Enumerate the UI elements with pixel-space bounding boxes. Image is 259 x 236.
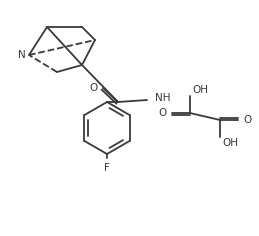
Text: NH: NH [155,93,170,103]
Text: O: O [90,83,98,93]
Text: O: O [159,108,167,118]
Text: OH: OH [192,85,208,95]
Text: N: N [18,50,26,60]
Text: F: F [104,163,110,173]
Text: O: O [243,115,251,125]
Text: OH: OH [222,138,238,148]
